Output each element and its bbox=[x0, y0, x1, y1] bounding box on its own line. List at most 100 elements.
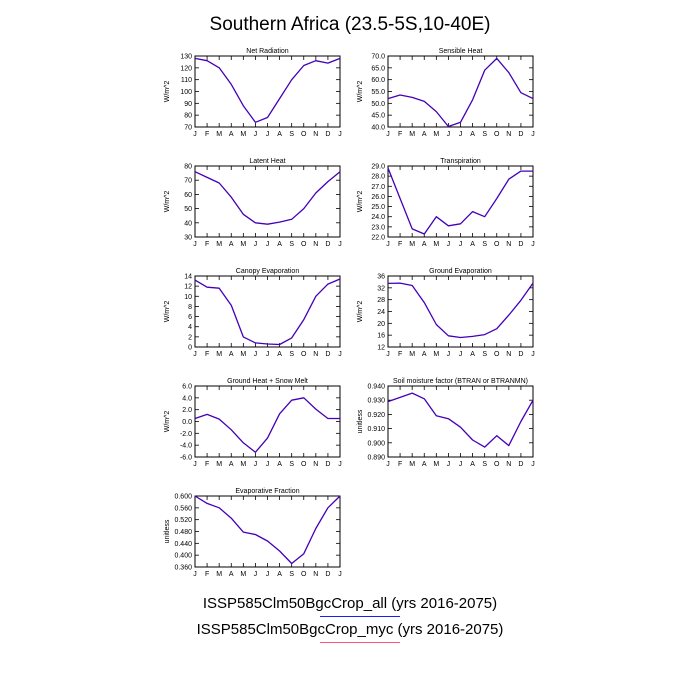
chart-8-xtick-label: N bbox=[506, 461, 511, 468]
chart-7-xtick-label: M bbox=[216, 461, 222, 468]
chart-7-xtick-label: A bbox=[229, 461, 234, 468]
chart-8-ytick-label: 0.920 bbox=[367, 412, 385, 419]
chart-6-ytick-label: 20 bbox=[377, 321, 385, 328]
chart-8: Soil moisture factor (BTRAN or BTRANMN) u… bbox=[357, 378, 535, 468]
chart-2-xtick-label: D bbox=[518, 131, 523, 138]
chart-8-ylabel: unitless bbox=[357, 409, 364, 433]
chart-5-ytick-label: 4 bbox=[188, 324, 192, 331]
chart-8-frame bbox=[387, 385, 534, 458]
chart-8-xtick-label: D bbox=[518, 461, 523, 468]
chart-7-ytick-label: 2.0 bbox=[182, 407, 192, 414]
chart-6-xtick-label: M bbox=[409, 351, 415, 358]
chart-9-xtick-label: J bbox=[254, 571, 258, 578]
chart-6-ytick-label: 16 bbox=[377, 333, 385, 340]
chart-2-xtick-label: A bbox=[422, 131, 427, 138]
chart-7-ytick-label: -6.0 bbox=[180, 455, 192, 462]
chart-1-xtick-label: N bbox=[313, 131, 318, 138]
chart-7-xtick-label: J bbox=[193, 461, 197, 468]
chart-5-xtick-label: N bbox=[313, 351, 318, 358]
chart-3-xtick-label: A bbox=[277, 241, 282, 248]
chart-6-ytick-label: 36 bbox=[377, 274, 385, 281]
chart-5-xtick-label: J bbox=[338, 351, 342, 358]
chart-9-xtick-label: J bbox=[193, 571, 197, 578]
chart-5-ytick-label: 14 bbox=[184, 274, 192, 281]
chart-4-xtick-label: J bbox=[386, 241, 390, 248]
chart-9-xtick-label: A bbox=[277, 571, 282, 578]
chart-2-xtick-label: M bbox=[433, 131, 439, 138]
chart-8-xtick-label: F bbox=[398, 461, 402, 468]
chart-3-frame bbox=[194, 165, 341, 238]
chart-1-ytick-label: 90 bbox=[184, 101, 192, 108]
chart-7-xtick-label: A bbox=[277, 461, 282, 468]
chart-4-ytick-label: 22.0 bbox=[371, 235, 385, 242]
chart-3-xtick-label: J bbox=[338, 241, 342, 248]
chart-9-ytick-label: 0.480 bbox=[174, 529, 192, 536]
chart-6-ytick-label: 12 bbox=[377, 345, 385, 352]
chart-6-xtick-label: D bbox=[518, 351, 523, 358]
chart-1-xtick-label: J bbox=[266, 131, 270, 138]
chart-9-ylabel: unitless bbox=[164, 519, 171, 543]
chart-1-xtick-label: J bbox=[338, 131, 342, 138]
chart-8-ytick-label: 0.910 bbox=[367, 426, 385, 433]
chart-6-xtick-label: F bbox=[398, 351, 402, 358]
chart-6-xtick-label: J bbox=[459, 351, 463, 358]
chart-4-series-line bbox=[387, 167, 533, 235]
chart-5-frame bbox=[194, 275, 341, 348]
chart-2-frame bbox=[387, 55, 534, 128]
chart-3-ytick-label: 30 bbox=[184, 235, 192, 242]
chart-6-ylabel: W/m^2 bbox=[357, 301, 364, 323]
chart-9-xtick-label: N bbox=[313, 571, 318, 578]
chart-8-ytick-label: 0.890 bbox=[367, 455, 385, 462]
chart-5-xtick-label: A bbox=[229, 351, 234, 358]
chart-8-xtick-label: J bbox=[531, 461, 535, 468]
chart-6-ytick-label: 28 bbox=[377, 297, 385, 304]
chart-1-xtick-label: J bbox=[254, 131, 258, 138]
chart-4-frame bbox=[387, 165, 534, 238]
chart-1-xtick-label: S bbox=[289, 131, 294, 138]
chart-5-xtick-label: D bbox=[325, 351, 330, 358]
chart-2-ytick-label: 40.0 bbox=[371, 125, 385, 132]
chart-1-series-line bbox=[194, 57, 341, 123]
chart-3-ytick-label: 80 bbox=[184, 164, 192, 171]
chart-3-xtick-label: J bbox=[266, 241, 270, 248]
chart-3-ytick-label: 70 bbox=[184, 178, 192, 185]
chart-7-xtick-label: O bbox=[301, 461, 307, 468]
chart-2-xtick-label: A bbox=[470, 131, 475, 138]
chart-3-ytick-label: 50 bbox=[184, 206, 192, 213]
chart-1-ytick-label: 80 bbox=[184, 113, 192, 120]
chart-2-xtick-label: F bbox=[398, 131, 402, 138]
chart-1-ytick-label: 120 bbox=[180, 65, 192, 72]
chart-7-frame bbox=[194, 385, 341, 458]
chart-7-xtick-label: M bbox=[240, 461, 246, 468]
chart-5-xtick-label: J bbox=[266, 351, 270, 358]
chart-6-xtick-label: S bbox=[482, 351, 487, 358]
chart-9-xtick-label: M bbox=[240, 571, 246, 578]
chart-9-xtick-label: D bbox=[325, 571, 330, 578]
chart-4-title: Transpiration bbox=[440, 158, 481, 165]
chart-9-xtick-label: J bbox=[266, 571, 270, 578]
chart-3-series-line bbox=[194, 171, 341, 225]
chart-2-xtick-label: J bbox=[531, 131, 535, 138]
chart-4: Transpiration W/m^2 22.0 23.0 24.0 25.0 26.0 27… bbox=[357, 158, 535, 248]
chart-1-ytick-label: 70 bbox=[184, 125, 192, 132]
chart-9-xtick-label: S bbox=[289, 571, 294, 578]
chart-5-ytick-label: 12 bbox=[184, 284, 192, 291]
chart-7-ytick-label: 0.0 bbox=[182, 419, 192, 426]
chart-5-ytick-label: 8 bbox=[188, 304, 192, 311]
chart-4-ytick-label: 25.0 bbox=[371, 204, 385, 211]
chart-5-ytick-label: 10 bbox=[184, 294, 192, 301]
chart-5-xtick-label: F bbox=[205, 351, 209, 358]
chart-4-ytick-label: 27.0 bbox=[371, 184, 385, 191]
chart-2-ytick-label: 70.0 bbox=[371, 54, 385, 61]
chart-8-xtick-label: M bbox=[433, 461, 439, 468]
chart-2-xtick-label: O bbox=[494, 131, 500, 138]
legend-line-myc bbox=[320, 642, 400, 643]
chart-3-xtick-label: J bbox=[254, 241, 258, 248]
chart-3-xtick-label: A bbox=[229, 241, 234, 248]
chart-4-ytick-label: 26.0 bbox=[371, 194, 385, 201]
legend-entry-all: ISSP585Clm50BgcCrop_all (yrs 2016-2075) bbox=[0, 595, 700, 612]
chart-8-xtick-label: O bbox=[494, 461, 500, 468]
chart-7-title: Ground Heat + Snow Melt bbox=[227, 378, 308, 385]
chart-4-xtick-label: O bbox=[494, 241, 500, 248]
